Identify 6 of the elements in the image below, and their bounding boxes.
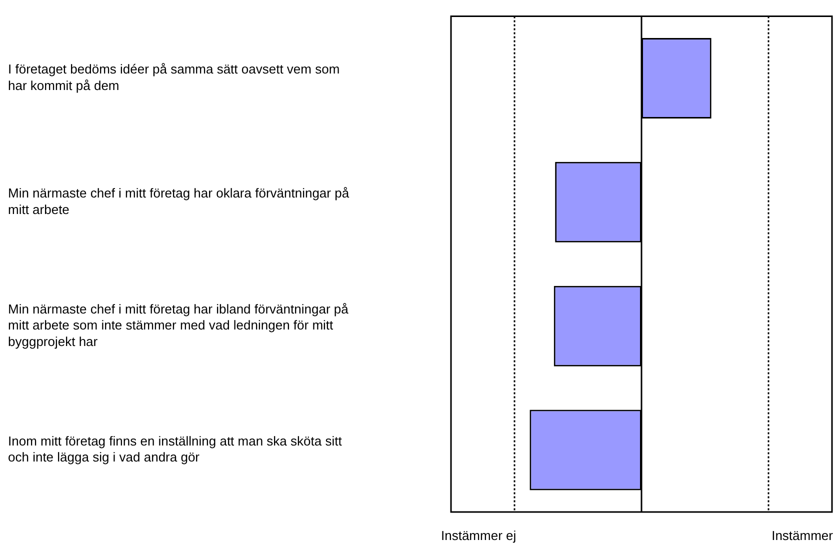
y-tick-label: I företaget bedöms idéer på samma sätt oavsett vem som har kommit på dem [8,62,340,93]
text: Instämmer ej [441,528,516,544]
y-tick-label: Min närmaste chef i mitt företag har oklara förväntningar på mitt arbete [8,186,350,217]
y-tick-label: Inom mitt företag finns en inställning att man ska sköta sitt och inte lägga sig i vad andra gör [8,433,342,465]
y-tick-label: Min närmaste chef i mitt företag har ibland förväntningar på mitt arbete som inte stämmer med vad ledningen för mitt byggprojekt har [8,301,350,349]
text: Instämmer [772,528,834,544]
